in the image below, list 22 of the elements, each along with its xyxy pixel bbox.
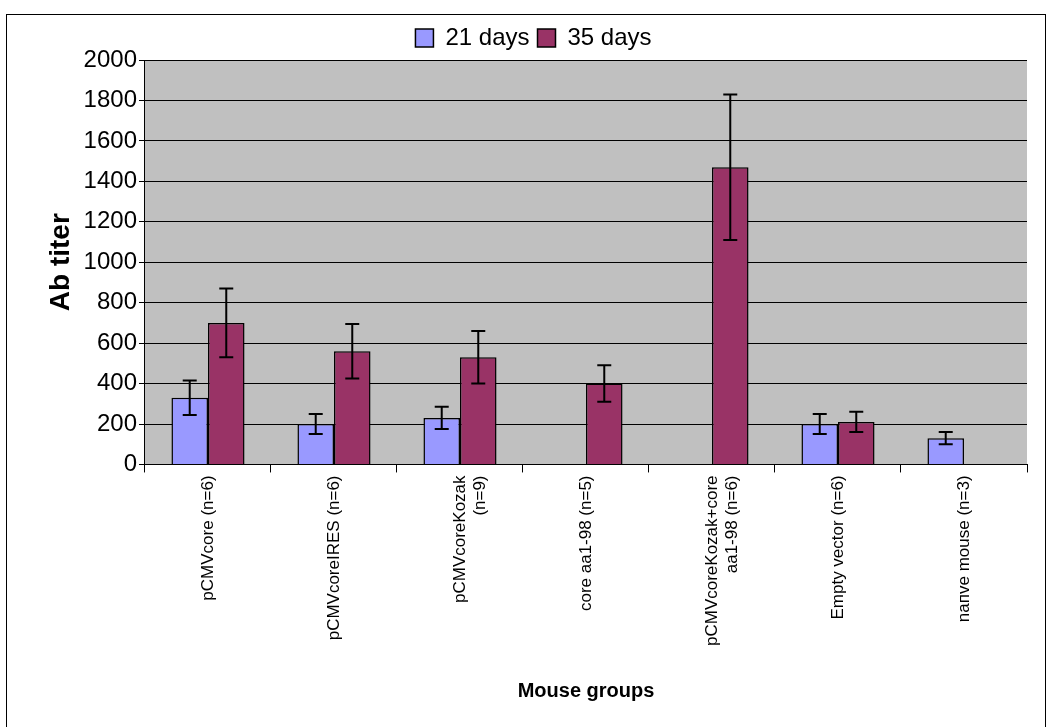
legend-label: 21 days bbox=[445, 22, 530, 50]
y-tick-label: 200 bbox=[96, 408, 137, 436]
y-tick-label: 0 bbox=[123, 449, 137, 477]
y-axis-title: Ab titer bbox=[43, 213, 75, 312]
x-tick-label: pCMVcoreKozak (n=9) bbox=[449, 474, 490, 604]
x-tick-label: pCMVcoreIRES (n=6) bbox=[323, 475, 343, 641]
y-tick-label: 800 bbox=[96, 287, 137, 315]
legend-label: 35 days bbox=[567, 22, 652, 50]
y-tick-label: 1000 bbox=[83, 246, 137, 274]
x-tick-label: Empty vector (n=6) bbox=[827, 475, 847, 620]
y-tick-label: 600 bbox=[96, 327, 137, 355]
x-tick-label: core aa1-98 (n=5) bbox=[575, 475, 595, 612]
y-tick-label: 1600 bbox=[83, 125, 137, 153]
x-axis-title: Mouse groups bbox=[517, 678, 655, 701]
x-tick-label: naпve mouse (n=3) bbox=[953, 475, 973, 623]
y-tick-label: 1400 bbox=[83, 165, 137, 193]
x-tick-label: pCMVcore (n=6) bbox=[197, 475, 217, 601]
y-tick-label: 2000 bbox=[83, 44, 137, 72]
y-tick-label: 1800 bbox=[83, 85, 137, 113]
x-tick-label: pCMVcoreKozak+core aa1-98 (n=6) bbox=[701, 475, 742, 647]
y-tick-label: 400 bbox=[96, 368, 137, 396]
y-tick-label: 1200 bbox=[83, 206, 137, 234]
